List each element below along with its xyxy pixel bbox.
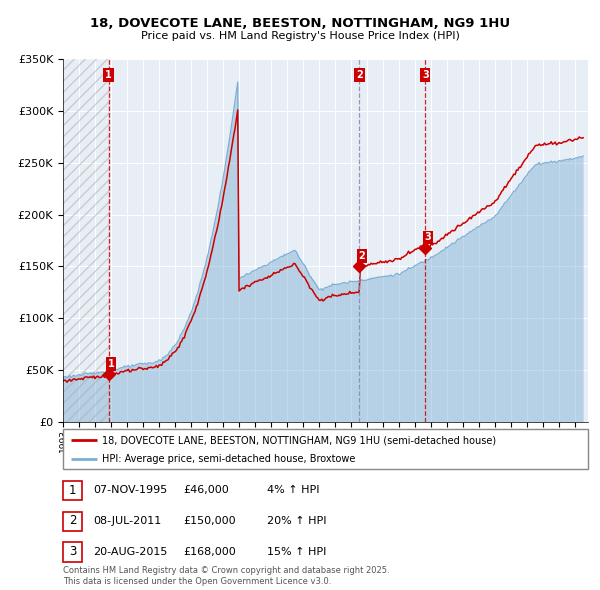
Text: 1: 1 <box>107 359 115 369</box>
Text: 4% ↑ HPI: 4% ↑ HPI <box>267 486 320 495</box>
Text: £168,000: £168,000 <box>183 547 236 556</box>
Text: 08-JUL-2011: 08-JUL-2011 <box>93 516 161 526</box>
Text: 07-NOV-1995: 07-NOV-1995 <box>93 486 167 495</box>
Text: 3: 3 <box>424 232 431 242</box>
Text: 20-AUG-2015: 20-AUG-2015 <box>93 547 167 556</box>
Text: £150,000: £150,000 <box>183 516 236 526</box>
Text: HPI: Average price, semi-detached house, Broxtowe: HPI: Average price, semi-detached house,… <box>103 454 356 464</box>
Text: 1: 1 <box>69 484 76 497</box>
Text: Price paid vs. HM Land Registry's House Price Index (HPI): Price paid vs. HM Land Registry's House … <box>140 31 460 41</box>
Text: £46,000: £46,000 <box>183 486 229 495</box>
Text: 3: 3 <box>69 545 76 558</box>
Text: 2: 2 <box>69 514 76 527</box>
Text: 2: 2 <box>358 251 365 261</box>
Text: 20% ↑ HPI: 20% ↑ HPI <box>267 516 326 526</box>
Text: 2: 2 <box>356 70 363 80</box>
Text: 15% ↑ HPI: 15% ↑ HPI <box>267 547 326 556</box>
Text: 3: 3 <box>422 70 428 80</box>
Text: 18, DOVECOTE LANE, BEESTON, NOTTINGHAM, NG9 1HU (semi-detached house): 18, DOVECOTE LANE, BEESTON, NOTTINGHAM, … <box>103 435 497 445</box>
Text: 1: 1 <box>105 70 112 80</box>
Text: Contains HM Land Registry data © Crown copyright and database right 2025.
This d: Contains HM Land Registry data © Crown c… <box>63 566 389 586</box>
Text: 18, DOVECOTE LANE, BEESTON, NOTTINGHAM, NG9 1HU: 18, DOVECOTE LANE, BEESTON, NOTTINGHAM, … <box>90 17 510 30</box>
